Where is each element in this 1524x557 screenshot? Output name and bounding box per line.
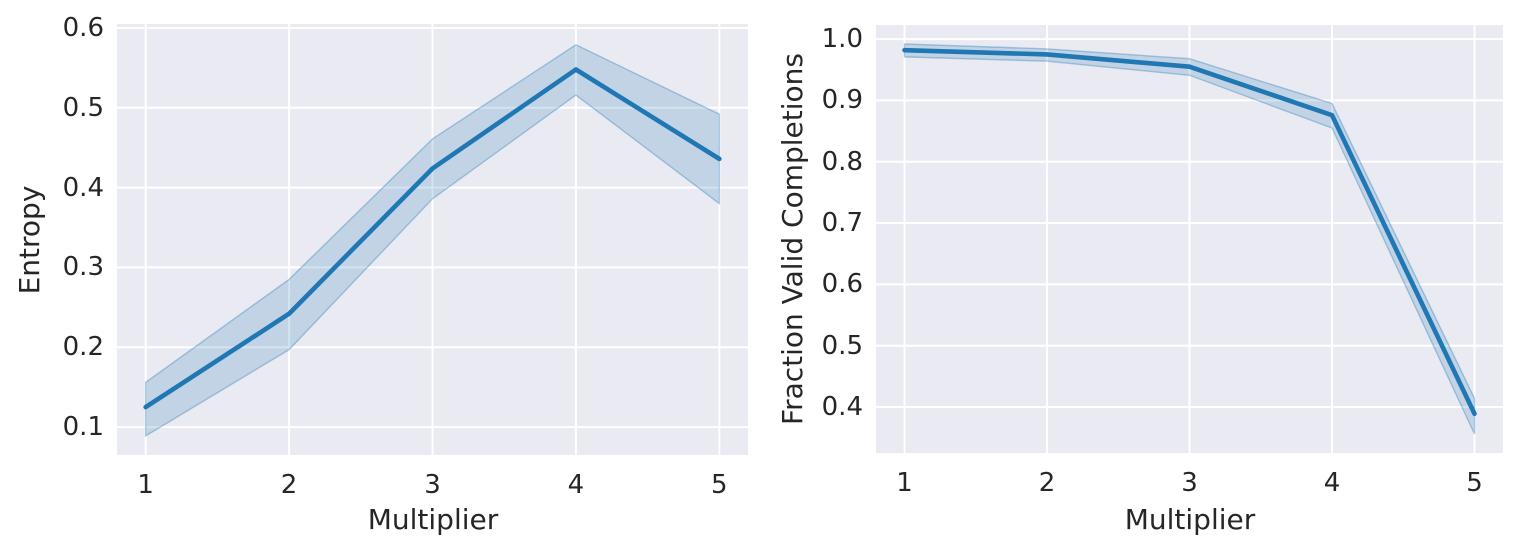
entropy-confidence-band <box>144 43 721 438</box>
y-tick-label: 0.5 <box>821 330 863 361</box>
fraction_valid_completions-confidence-band <box>903 43 1476 435</box>
y-tick-label: 1.0 <box>821 24 863 55</box>
entropy-x-axis-label: Multiplier <box>367 503 499 536</box>
fraction-valid-y-axis-label: Fraction Valid Completions <box>776 53 809 425</box>
y-tick-label: 0.4 <box>821 392 863 422</box>
y-tick-label: 0.2 <box>62 332 104 363</box>
x-tick-label: 5 <box>1466 468 1483 498</box>
x-tick-label: 4 <box>567 470 585 500</box>
fraction-valid-axes <box>876 25 1503 453</box>
x-tick-label: 1 <box>137 470 154 500</box>
entropy-y-axis-label: Entropy <box>13 185 46 295</box>
x-tick-label: 4 <box>1323 468 1341 498</box>
y-tick-label: 0.9 <box>821 85 863 116</box>
y-tick-label: 0.1 <box>62 412 104 443</box>
x-tick-label: 3 <box>1181 468 1198 498</box>
x-tick-label: 1 <box>896 468 913 498</box>
x-tick-label: 3 <box>424 470 441 500</box>
y-tick-label: 0.4 <box>62 172 104 203</box>
entropy-plot-svg <box>117 24 748 455</box>
entropy-line <box>143 67 722 410</box>
entropy-axes <box>117 24 748 455</box>
fraction-valid-x-axis-label: Multiplier <box>1124 503 1256 536</box>
y-tick-label: 0.3 <box>62 252 104 283</box>
x-tick-label: 2 <box>280 470 298 500</box>
fraction_valid_completions-line <box>902 47 1477 417</box>
x-tick-label: 5 <box>711 470 728 500</box>
fraction-valid-plot-svg <box>876 25 1503 453</box>
x-tick-label: 2 <box>1038 468 1056 498</box>
y-tick-label: 0.5 <box>62 92 104 123</box>
y-tick-label: 0.6 <box>821 269 863 300</box>
y-tick-label: 0.7 <box>821 208 863 239</box>
y-tick-label: 0.6 <box>62 12 104 43</box>
y-tick-label: 0.8 <box>821 146 863 177</box>
